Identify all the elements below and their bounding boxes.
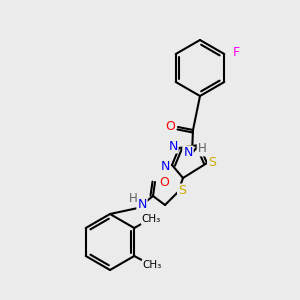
Text: H: H: [129, 191, 137, 205]
Text: O: O: [165, 121, 175, 134]
Text: N: N: [137, 197, 147, 211]
Text: S: S: [208, 157, 216, 169]
Text: O: O: [159, 176, 169, 188]
Text: CH₃: CH₃: [142, 214, 161, 224]
Text: N: N: [183, 146, 193, 160]
Text: S: S: [178, 184, 186, 197]
Text: F: F: [233, 46, 240, 59]
Text: H: H: [198, 142, 206, 155]
Text: CH₃: CH₃: [142, 260, 162, 270]
Text: N: N: [160, 160, 170, 173]
Text: N: N: [168, 140, 178, 152]
